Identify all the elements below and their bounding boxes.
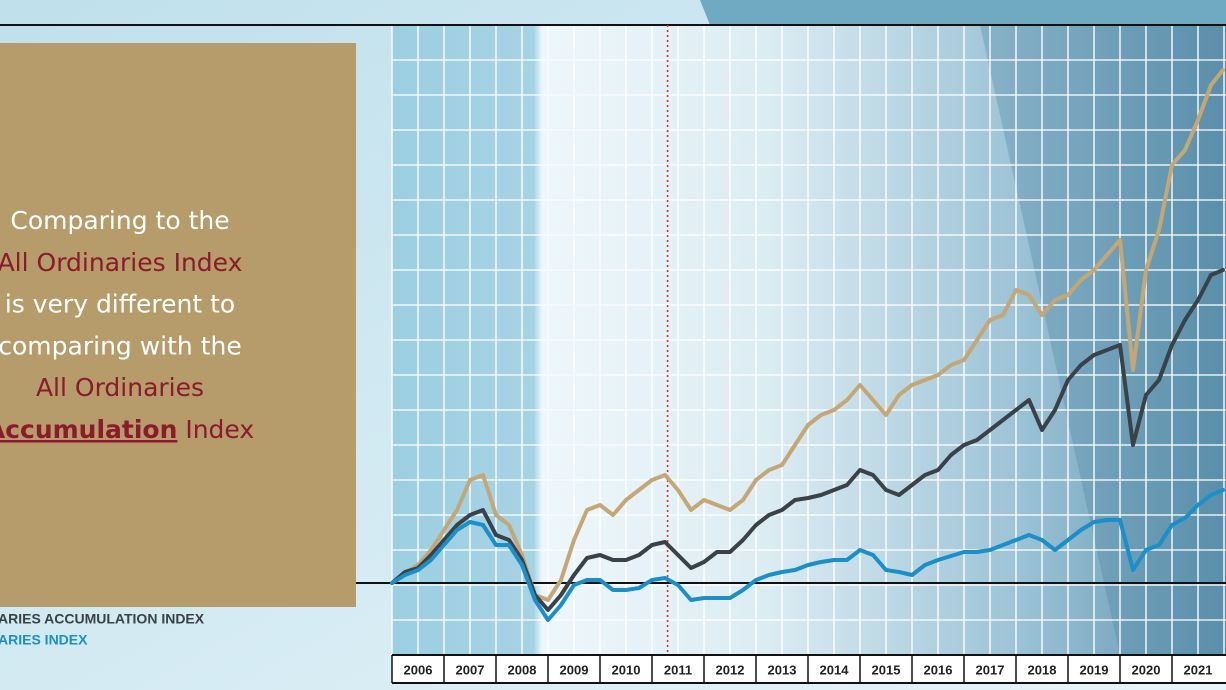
legend-label: ARIES ACCUMULATION INDEX [0, 611, 205, 627]
callout-text: Index [177, 415, 254, 444]
callout-box [0, 43, 356, 607]
series-line [390, 488, 1225, 622]
callout-text: Accumulation [0, 415, 177, 444]
marks [356, 25, 1226, 655]
callout-line: comparing with the [0, 331, 242, 360]
x-tick-label: 2008 [508, 662, 537, 677]
x-tick-label: 2011 [664, 662, 692, 677]
x-tick-label: 2014 [820, 662, 850, 677]
callout-line: Comparing to the [10, 206, 229, 235]
x-tick-label: 2017 [976, 662, 1005, 677]
callout-line: All Ordinaries Index [0, 248, 242, 277]
x-tick-label: 2009 [560, 662, 589, 677]
legend-label: ARIES INDEX [0, 632, 88, 648]
x-tick-label: 2007 [456, 662, 485, 677]
x-tick-label: 2021 [1184, 662, 1213, 677]
callout-text: All Ordinaries [36, 373, 204, 402]
callout-text: is very different to [5, 290, 235, 319]
callout-line: is very different to [5, 290, 235, 319]
x-axis: 2006 2007 2008 2009 2010 2011 2012 2013 2014 2015… [391, 654, 1226, 684]
callout-text: comparing with the [0, 331, 242, 360]
x-axis-strip [392, 655, 1226, 683]
callout-line: Accumulation Index [0, 415, 254, 444]
x-tick-label: 2018 [1028, 662, 1057, 677]
callout-text: All Ordinaries Index [0, 248, 242, 277]
callout: Comparing to the All Ordinaries Index is v… [0, 206, 254, 444]
x-tick-label: 2016 [924, 662, 953, 677]
x-tick-label: 2013 [768, 662, 797, 677]
x-tick-label: 2020 [1132, 662, 1161, 677]
x-tick-label: 2006 [404, 662, 433, 677]
callout-line: All Ordinaries [36, 373, 204, 402]
legend: ARIES ACCUMULATION INDEX ARIES INDEX [0, 611, 205, 648]
x-tick-label: 2012 [716, 662, 745, 677]
x-tick-label: 2010 [612, 662, 641, 677]
header-band [700, 0, 1226, 25]
x-tick-label: 2019 [1080, 662, 1109, 677]
grid [0, 24, 1226, 655]
callout-text: Comparing to the [10, 206, 229, 235]
x-tick-label: 2015 [872, 662, 901, 677]
